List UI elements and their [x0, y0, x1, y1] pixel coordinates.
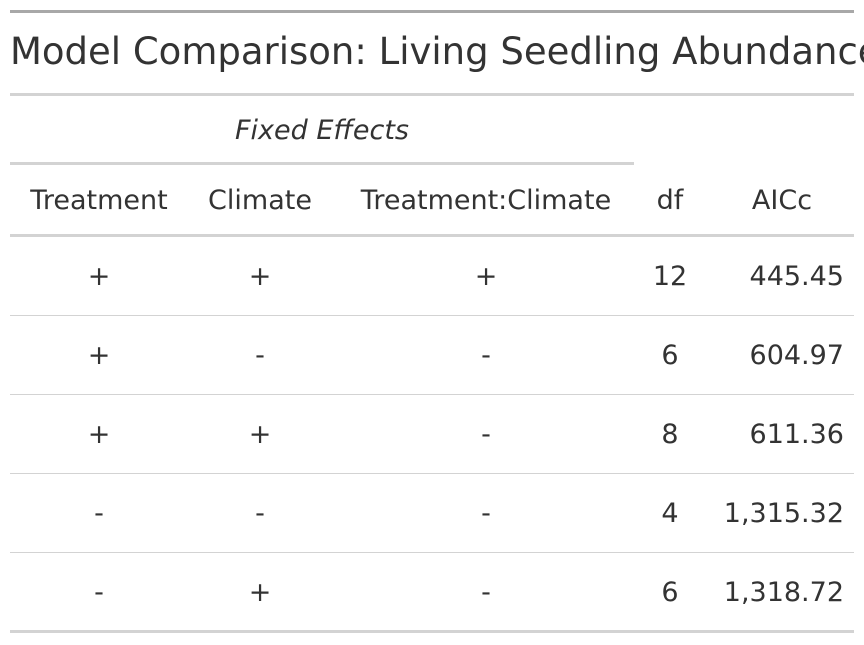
column-header-row: Treatment Climate Treatment:Climate df A…	[10, 165, 854, 235]
cell-treatment: -	[94, 497, 104, 529]
cell-treatment: -	[94, 577, 104, 608]
cell-treatment: +	[87, 339, 111, 371]
header-divider	[10, 234, 854, 237]
table-row: + - - 6 604.97	[10, 316, 854, 395]
table-top-rule	[10, 10, 854, 13]
cell-treatment: +	[87, 260, 111, 292]
cell-df: 6	[661, 577, 679, 608]
table-row: - + - 6 1,318.72	[10, 553, 854, 632]
cell-interaction: -	[481, 497, 491, 529]
table-row: + + - 8 611.36	[10, 395, 854, 474]
column-header-df: df	[656, 184, 684, 216]
cell-df: 12	[652, 260, 688, 292]
table-body: + + + 12 445.45 + - - 6 604.97 + + - 8 6…	[10, 237, 854, 632]
cell-df: 6	[661, 339, 679, 371]
column-header-aicc: AICc	[751, 184, 813, 216]
column-header-interaction: Treatment:Climate	[360, 184, 612, 216]
cell-climate: -	[255, 497, 265, 529]
cell-aicc: 611.36	[749, 418, 844, 450]
cell-aicc: 445.45	[749, 260, 844, 292]
table-row: - - - 4 1,315.32	[10, 474, 854, 553]
column-header-climate: Climate	[208, 184, 312, 216]
cell-aicc: 1,315.32	[723, 497, 844, 529]
fixed-effects-spanner: Fixed Effects	[235, 115, 409, 146]
cell-treatment: +	[87, 418, 111, 450]
cell-df: 4	[661, 497, 679, 529]
table-row: + + + 12 445.45	[10, 237, 854, 316]
cell-climate: +	[248, 260, 272, 292]
cell-df: 8	[661, 418, 679, 450]
title-divider	[10, 93, 854, 96]
column-header-treatment: Treatment	[30, 184, 168, 216]
cell-interaction: -	[481, 339, 491, 371]
cell-aicc: 604.97	[749, 339, 844, 371]
cell-climate: +	[248, 418, 272, 450]
cell-interaction: -	[481, 577, 491, 608]
spanner-underline	[10, 162, 634, 165]
cell-climate: -	[255, 339, 265, 371]
table-title: Model Comparison: Living Seedling Abunda…	[10, 30, 864, 73]
cell-aicc: 1,318.72	[723, 577, 844, 608]
cell-climate: +	[248, 577, 272, 608]
cell-interaction: -	[481, 418, 491, 450]
table-bottom-rule	[10, 630, 854, 633]
cell-interaction: +	[474, 260, 498, 292]
